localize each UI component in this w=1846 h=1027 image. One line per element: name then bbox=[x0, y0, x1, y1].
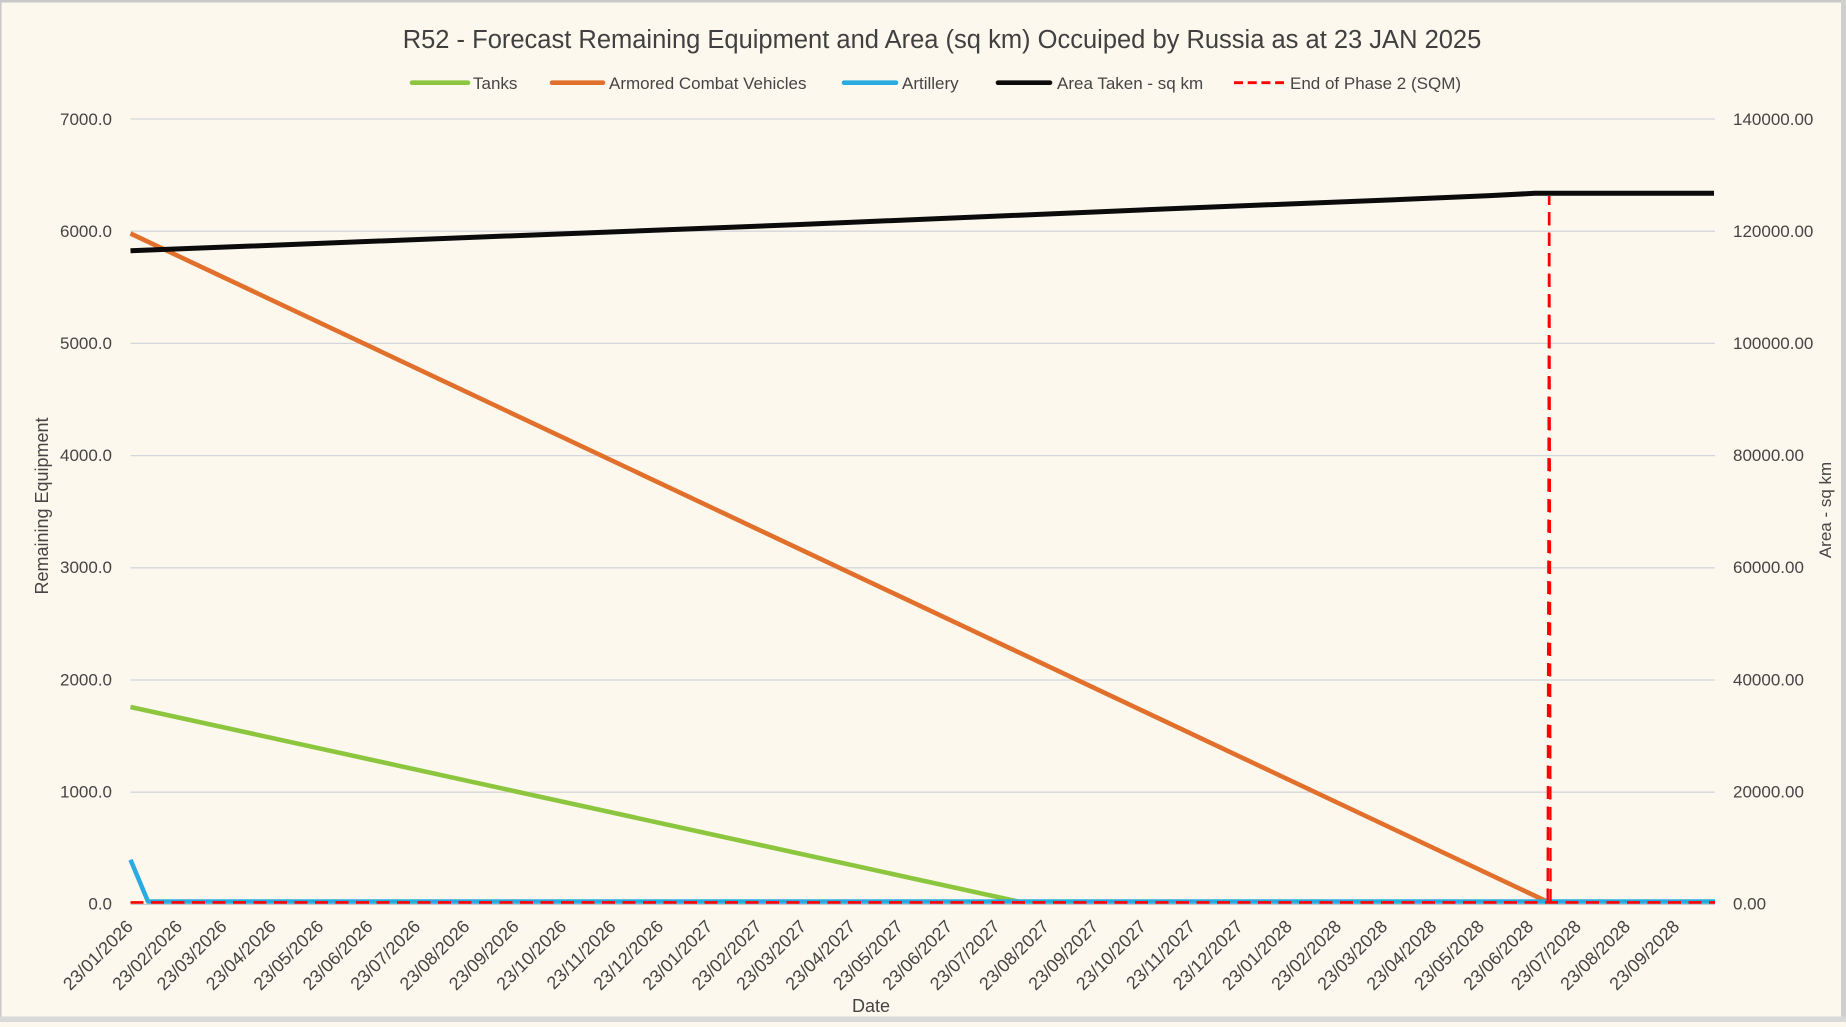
svg-text:1000.0: 1000.0 bbox=[60, 782, 112, 801]
svg-text:Tanks: Tanks bbox=[473, 74, 517, 93]
svg-text:140000.00: 140000.00 bbox=[1733, 110, 1813, 129]
svg-text:3000.0: 3000.0 bbox=[60, 558, 112, 577]
svg-text:40000.00: 40000.00 bbox=[1733, 670, 1804, 689]
svg-text:4000.0: 4000.0 bbox=[60, 446, 112, 465]
svg-text:Area Taken - sq km: Area Taken - sq km bbox=[1057, 74, 1203, 93]
svg-text:80000.00: 80000.00 bbox=[1733, 446, 1804, 465]
svg-text:60000.00: 60000.00 bbox=[1733, 558, 1804, 577]
svg-text:100000.00: 100000.00 bbox=[1733, 334, 1813, 353]
svg-text:End of Phase 2 (SQM): End of Phase 2 (SQM) bbox=[1290, 74, 1461, 93]
svg-text:5000.0: 5000.0 bbox=[60, 334, 112, 353]
svg-text:Armored Combat Vehicles: Armored Combat Vehicles bbox=[609, 74, 806, 93]
svg-text:20000.00: 20000.00 bbox=[1733, 782, 1804, 801]
svg-text:7000.0: 7000.0 bbox=[60, 110, 112, 129]
svg-text:0.00: 0.00 bbox=[1733, 895, 1766, 914]
svg-text:0.0: 0.0 bbox=[88, 895, 112, 914]
svg-text:Date: Date bbox=[852, 996, 890, 1016]
svg-text:2000.0: 2000.0 bbox=[60, 670, 112, 689]
svg-text:Remaining Equipment: Remaining Equipment bbox=[32, 417, 52, 594]
svg-text:6000.0: 6000.0 bbox=[60, 222, 112, 241]
svg-text:120000.00: 120000.00 bbox=[1733, 222, 1813, 241]
svg-text:R52 - Forecast Remaining Equip: R52 - Forecast Remaining Equipment and A… bbox=[403, 26, 1482, 54]
svg-text:Artillery: Artillery bbox=[902, 74, 959, 93]
svg-text:Area - sq km: Area - sq km bbox=[1816, 462, 1835, 558]
